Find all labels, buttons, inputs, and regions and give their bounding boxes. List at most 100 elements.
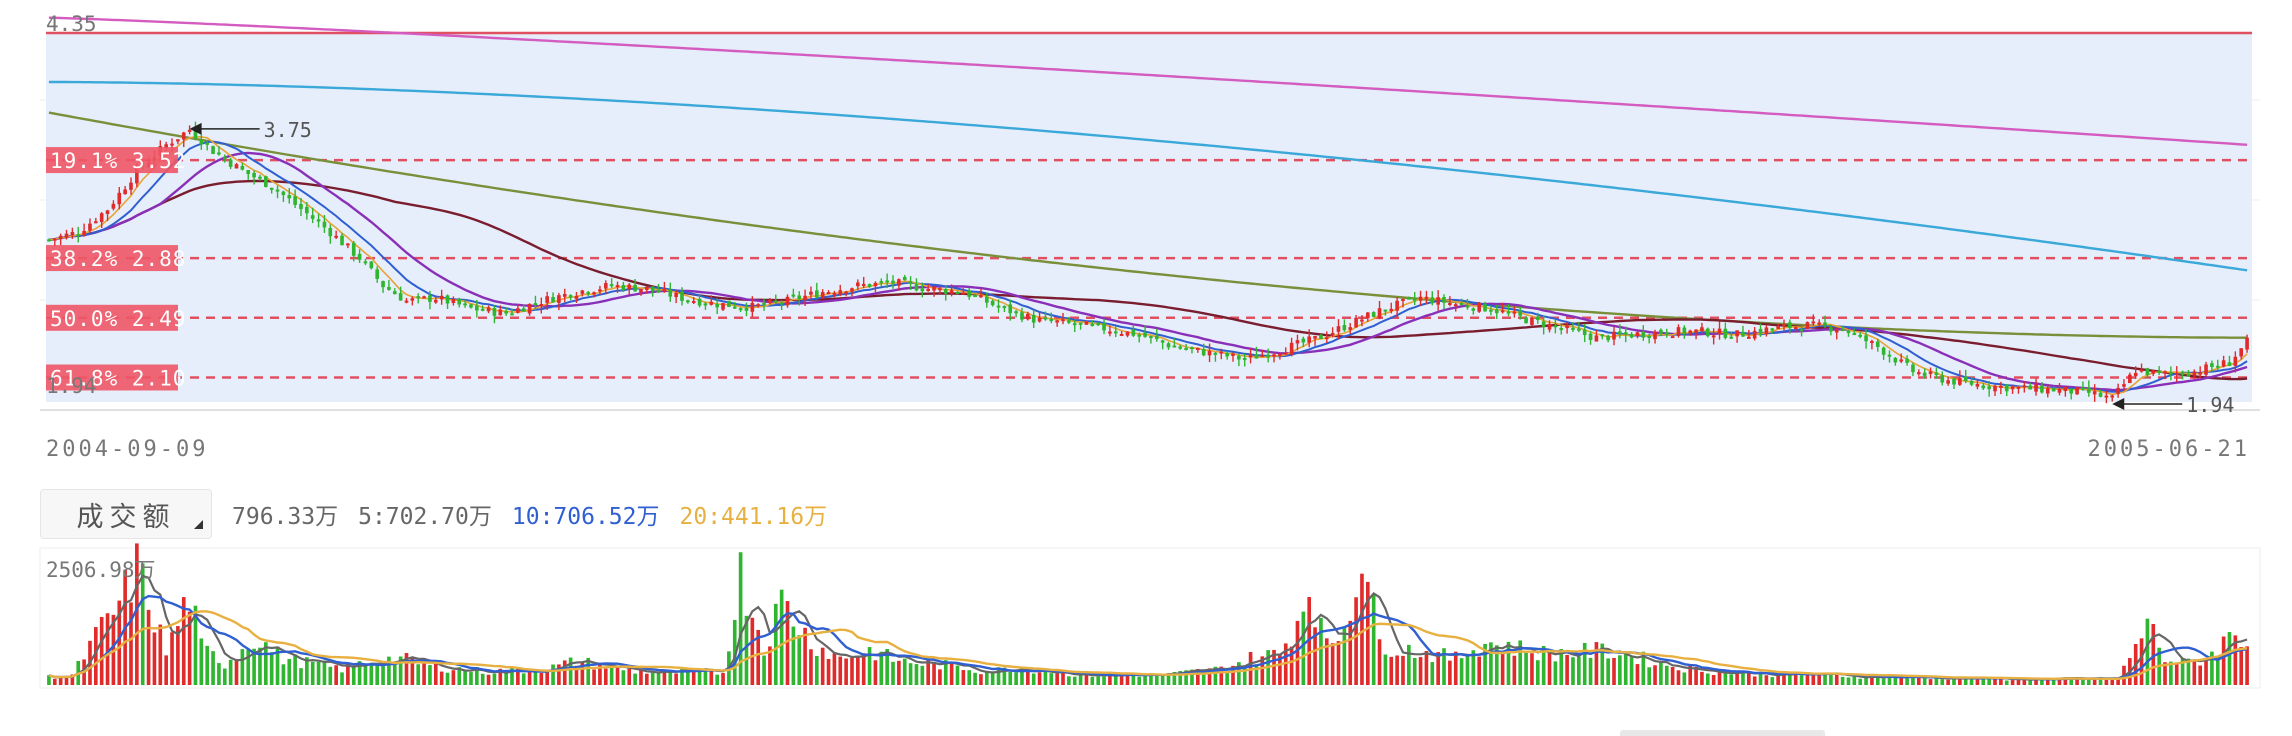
- candle: [398, 286, 403, 301]
- volume-bar: [1119, 674, 1124, 685]
- horizontal-scrollbar[interactable]: [1620, 730, 1825, 736]
- volume-bar: [310, 661, 315, 685]
- candle-body: [1588, 333, 1593, 340]
- candle: [1793, 326, 1798, 333]
- candle: [1072, 319, 1077, 333]
- candle: [123, 186, 127, 195]
- candle-body: [2204, 364, 2208, 375]
- candle-body: [1541, 321, 1546, 328]
- candle: [1020, 307, 1024, 323]
- volume-bar: [826, 658, 831, 685]
- candle-body: [281, 191, 286, 196]
- volume-ma20-value: 20:441.16万: [679, 504, 828, 530]
- candle-body: [504, 311, 508, 314]
- candle: [1119, 331, 1124, 337]
- candle-body: [2004, 384, 2009, 392]
- candle: [1829, 324, 1833, 336]
- candle-body: [551, 297, 555, 303]
- volume-bar: [1864, 678, 1868, 685]
- candle-body: [135, 166, 139, 184]
- candle: [1043, 311, 1048, 321]
- candle: [1916, 369, 1921, 376]
- candle: [211, 145, 215, 155]
- candle-body: [1149, 336, 1153, 339]
- candle: [1448, 296, 1452, 307]
- candle-body: [428, 295, 432, 302]
- volume-bar: [832, 653, 837, 685]
- candle-body: [1629, 333, 1634, 338]
- fib-label-box: [46, 304, 178, 331]
- candle: [2204, 361, 2208, 377]
- candle-body: [902, 276, 907, 281]
- candle: [1237, 353, 1241, 367]
- candle: [1999, 381, 2003, 395]
- volume-bar: [422, 663, 426, 685]
- candle: [1535, 312, 1540, 324]
- volume-bar: [1934, 676, 1939, 685]
- candle-body: [1477, 302, 1482, 312]
- volume-bar: [480, 673, 485, 685]
- ma-line-cyan: [48, 80, 2248, 272]
- fib-label-box: [46, 147, 178, 174]
- candle: [1729, 331, 1734, 339]
- candle-body: [592, 292, 596, 295]
- volume-bar: [1858, 678, 1863, 685]
- candle-body: [2174, 373, 2179, 376]
- candle: [1453, 302, 1458, 312]
- volume-bar: [392, 663, 397, 685]
- candle-body: [750, 302, 755, 312]
- candle: [674, 290, 678, 304]
- candle: [445, 294, 450, 309]
- candle-body: [2180, 371, 2185, 375]
- candle: [1424, 290, 1429, 305]
- candle-body: [475, 305, 479, 311]
- volume-bar: [639, 670, 643, 685]
- volume-bar: [428, 665, 432, 685]
- volume-bar: [750, 617, 755, 685]
- volume-bar: [1254, 664, 1259, 685]
- volume-bar: [457, 667, 462, 685]
- volume-bar: [475, 667, 479, 685]
- volume-bar: [70, 674, 75, 685]
- volume-bar: [1453, 651, 1458, 685]
- candle: [281, 190, 286, 202]
- candle-body: [293, 196, 297, 205]
- candle-body: [1969, 380, 1974, 385]
- volume-bar: [217, 663, 221, 685]
- candle: [2057, 383, 2062, 396]
- volume-bar: [732, 619, 737, 685]
- candle-body: [94, 221, 98, 224]
- volume-max-label: 2506.98万: [46, 558, 156, 582]
- candle-body: [398, 293, 403, 301]
- volume-bar: [47, 675, 51, 685]
- candle: [1817, 319, 1821, 327]
- candle-body: [451, 299, 456, 304]
- volume-bar: [1541, 646, 1546, 685]
- volume-type-dropdown[interactable]: 成交额: [40, 489, 212, 539]
- candle: [1764, 324, 1769, 337]
- volume-bar: [844, 658, 848, 685]
- volume-bar: [1143, 674, 1147, 685]
- candle-body: [598, 289, 602, 292]
- candle-body: [2110, 395, 2115, 398]
- candle-body: [1993, 385, 1997, 392]
- volume-bar: [1383, 654, 1388, 685]
- volume-bar: [1940, 679, 1945, 685]
- volume-bar: [105, 613, 110, 685]
- candle: [2215, 359, 2220, 371]
- candle-body: [732, 306, 737, 309]
- candle-body: [1424, 296, 1429, 299]
- candle-body: [263, 176, 268, 187]
- volume-ma20-line: [48, 610, 2248, 681]
- volume-bar: [1582, 642, 1587, 685]
- volume-bar: [1705, 673, 1710, 685]
- volume-bar: [346, 663, 350, 685]
- candle-body: [1905, 358, 1909, 363]
- low-annotation-text: 1.94: [2186, 393, 2234, 417]
- candle-body: [639, 289, 643, 293]
- candle: [627, 283, 632, 295]
- volume-bar: [580, 662, 585, 685]
- candle: [205, 141, 210, 151]
- candle: [1201, 343, 1206, 357]
- candle-body: [310, 215, 315, 219]
